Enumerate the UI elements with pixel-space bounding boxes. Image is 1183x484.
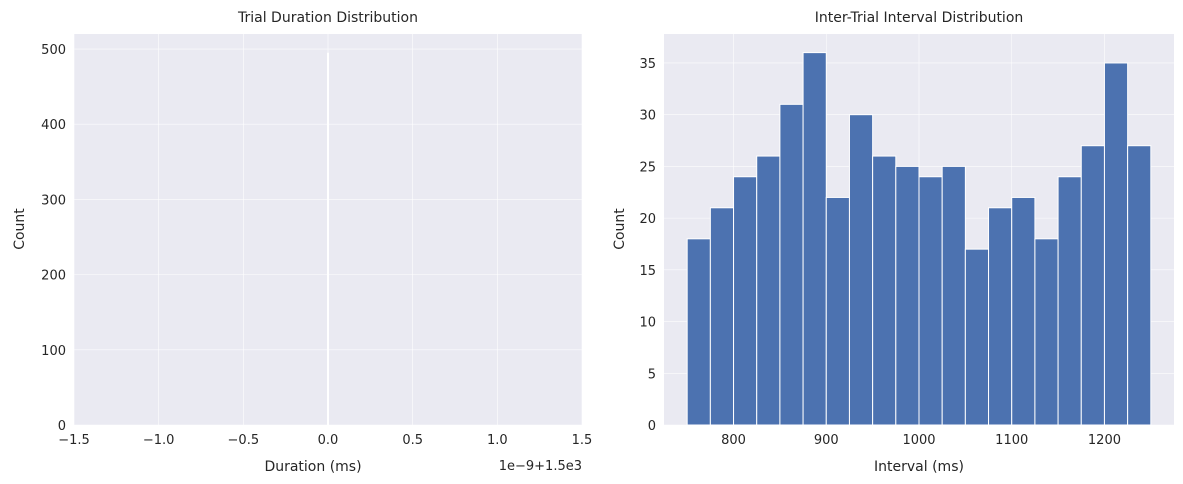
histogram-bar	[825, 196, 850, 426]
y-tick-label: 0	[58, 419, 66, 434]
y-axis-label: Count	[12, 208, 28, 250]
y-tick-label: 500	[41, 43, 66, 58]
histogram-bar	[918, 176, 943, 426]
histogram-bar	[1057, 176, 1082, 426]
y-tick-label: 30	[639, 109, 656, 124]
histogram-bar	[733, 176, 758, 426]
y-axis-label: Count	[612, 208, 628, 250]
x-tick-label: 1200	[1088, 433, 1121, 448]
y-tick-label: 200	[41, 269, 66, 284]
x-tick-label: −1.0	[143, 433, 175, 448]
histogram-bar	[756, 155, 781, 426]
x-axis-label: Duration (ms)	[264, 459, 361, 475]
x-tick-label: 0.5	[402, 433, 423, 448]
y-tick-label: 15	[639, 264, 656, 279]
y-tick-label: 0	[648, 419, 656, 434]
x-axis-label: Interval (ms)	[874, 459, 964, 475]
chart-title: Inter-Trial Interval Distribution	[815, 10, 1024, 26]
y-tick-label: 25	[639, 160, 656, 175]
histogram-bar	[686, 238, 711, 426]
trial-duration-chart: −1.5 −1.0 −0.5 0.0 0.5 1.0 1.5 0 100 200 300 400 50…	[12, 10, 592, 475]
x-tick-label: −0.5	[228, 433, 260, 448]
y-tick-label: 100	[41, 344, 66, 359]
x-tick-label: 0.0	[318, 433, 339, 448]
histogram-bar	[1080, 145, 1105, 426]
x-tick-label: 800	[721, 433, 746, 448]
histogram-bar	[988, 207, 1013, 426]
x-ticks: 800 900 1000 1100 1200	[721, 433, 1121, 448]
y-tick-label: 20	[639, 212, 656, 227]
chart-title: Trial Duration Distribution	[237, 10, 418, 26]
x-ticks: −1.5 −1.0 −0.5 0.0 0.5 1.0 1.5	[58, 433, 592, 448]
x-tick-label: −1.5	[58, 433, 90, 448]
histogram-bar	[941, 165, 966, 426]
x-tick-label: 1000	[902, 433, 935, 448]
x-tick-label: 1.5	[572, 433, 593, 448]
x-tick-label: 900	[814, 433, 839, 448]
y-tick-label: 300	[41, 193, 66, 208]
y-tick-label: 400	[41, 118, 66, 133]
histogram-bar	[1103, 62, 1129, 426]
histogram-bar	[709, 207, 735, 426]
histogram-bar	[1034, 238, 1059, 426]
histogram-bar	[1127, 145, 1152, 426]
histogram-bar	[964, 248, 990, 426]
y-ticks: 0 5 10 15 20 25 30 35	[639, 57, 656, 434]
y-tick-label: 5	[648, 367, 656, 382]
histogram-bars	[686, 52, 1152, 426]
x-tick-label: 1.0	[487, 433, 508, 448]
y-ticks: 0 100 200 300 400 500	[41, 43, 66, 434]
inter-trial-interval-chart: 800 900 1000 1100 1200 0 5 10 15 20 25 30 35 Inter-…	[612, 10, 1174, 475]
y-tick-label: 35	[639, 57, 656, 72]
histogram-bar	[895, 165, 920, 426]
y-tick-label: 10	[639, 316, 656, 331]
histogram-bar	[779, 103, 804, 426]
histogram-bar	[848, 114, 874, 426]
histogram-bar	[872, 155, 897, 426]
histogram-bar	[802, 52, 827, 426]
x-tick-label: 1100	[995, 433, 1028, 448]
x-axis-offset-label: 1e−9+1.5e3	[499, 459, 582, 474]
histogram-bar	[1011, 196, 1036, 426]
